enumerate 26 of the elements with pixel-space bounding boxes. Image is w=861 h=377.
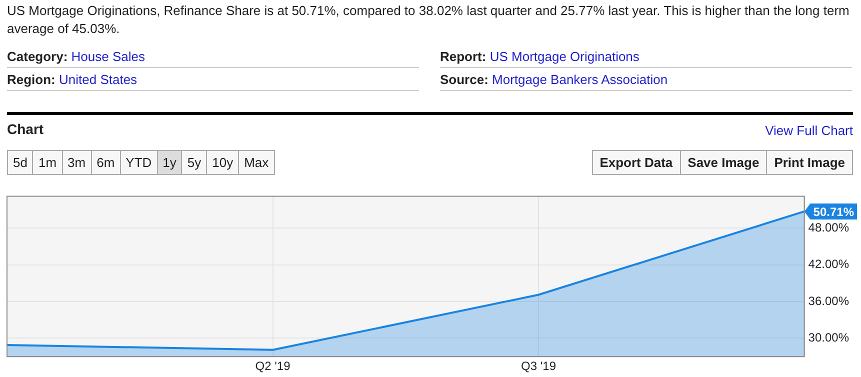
text: 5y	[181, 150, 208, 175]
text: Category: House Sales	[7, 49, 146, 64]
y-tick-label: 42.00%	[808, 257, 850, 272]
text: Chart	[7, 121, 44, 137]
chart-title: US Mortgage Originations, Refinance Share is at 50.71%, compared to 38.02% last quarter and 25.77% last year. This is higher than the long term average of 45.03%.	[7, 2, 850, 38]
text: View Full Chart	[765, 123, 853, 138]
text: Region: United States	[7, 72, 138, 87]
x-tick-label: Q3 '19	[521, 359, 556, 374]
text: Max	[238, 150, 275, 175]
text: 1m	[32, 150, 63, 175]
text: 6m	[90, 150, 121, 175]
text: 5d	[7, 150, 34, 175]
text: 3m	[62, 150, 92, 175]
data-label: 50.71%	[813, 204, 854, 219]
text: Report: US Mortgage Originations	[440, 49, 640, 64]
text: Export Data	[592, 150, 681, 175]
y-tick-label: 36.00%	[808, 294, 850, 308]
text: YTD	[120, 150, 158, 175]
source-note: Source: Mortgage Bankers Association	[440, 72, 668, 87]
text: Save Image	[680, 150, 768, 175]
text: Print Image	[766, 150, 853, 175]
y-tick-label: 48.00%	[808, 220, 850, 234]
text: 10y	[206, 150, 240, 175]
x-tick-label: Q2 '19	[255, 359, 291, 374]
y-tick-label: 30.00%	[808, 330, 850, 345]
text: 1y	[156, 150, 182, 175]
